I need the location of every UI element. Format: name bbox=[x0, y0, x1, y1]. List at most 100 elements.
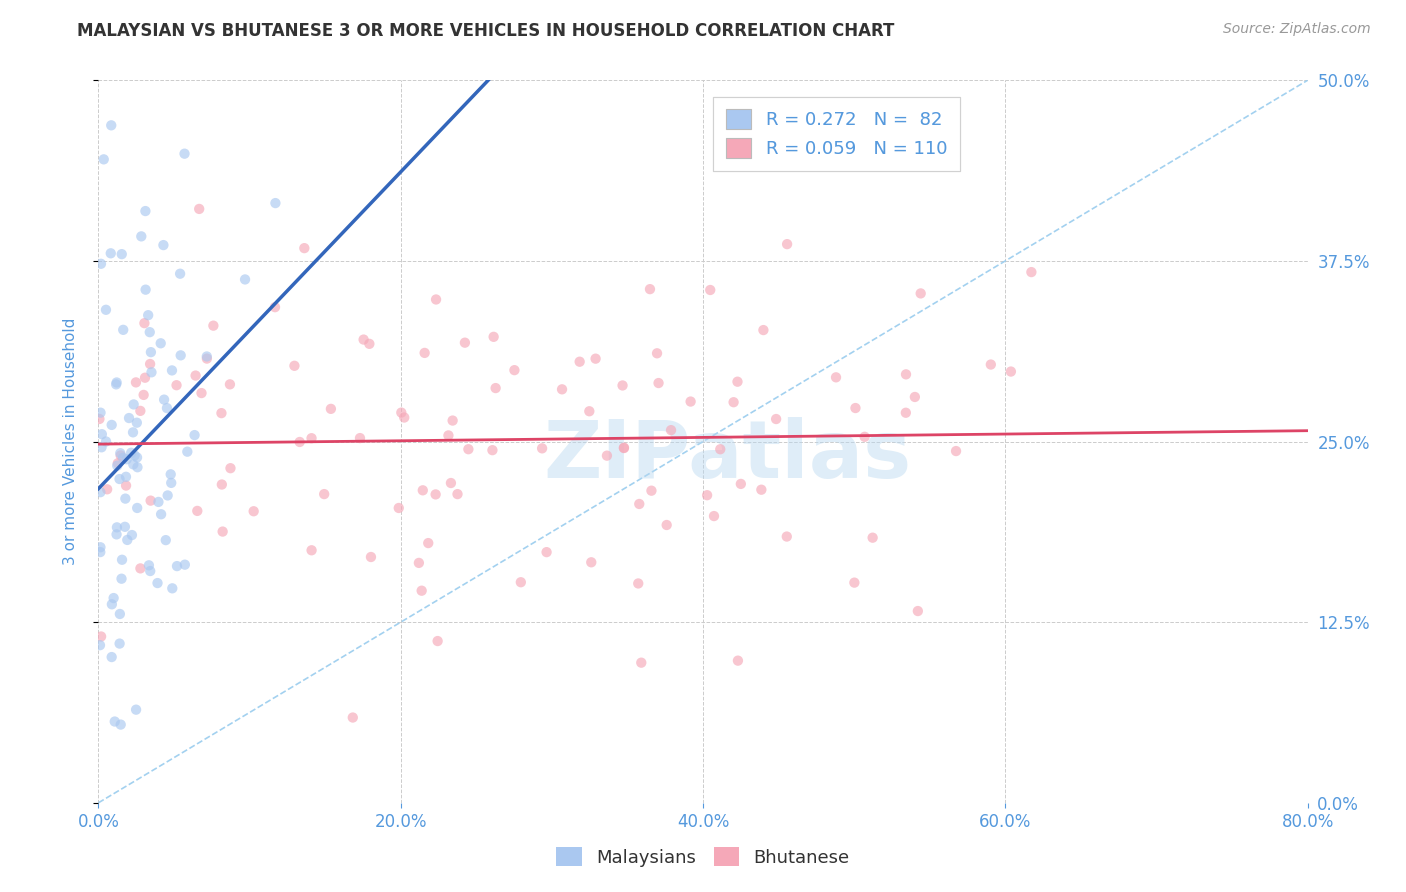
Point bbox=[709, 442, 731, 457]
Point bbox=[264, 196, 287, 211]
Point bbox=[578, 404, 600, 418]
Point bbox=[121, 528, 143, 542]
Point bbox=[89, 638, 111, 652]
Point bbox=[894, 368, 917, 382]
Point bbox=[844, 575, 866, 590]
Point bbox=[134, 316, 156, 330]
Point bbox=[612, 378, 634, 392]
Point bbox=[111, 450, 134, 465]
Point bbox=[105, 520, 128, 534]
Point bbox=[114, 491, 136, 506]
Point bbox=[723, 395, 745, 409]
Point bbox=[1000, 365, 1022, 379]
Point bbox=[169, 267, 191, 281]
Point bbox=[319, 401, 342, 416]
Point bbox=[122, 458, 145, 472]
Point bbox=[101, 597, 124, 611]
Point bbox=[118, 411, 141, 425]
Point bbox=[457, 442, 479, 457]
Point bbox=[136, 308, 159, 322]
Point bbox=[425, 487, 447, 501]
Point bbox=[389, 406, 412, 420]
Point bbox=[314, 487, 336, 501]
Point bbox=[776, 530, 799, 544]
Point bbox=[195, 350, 218, 364]
Point bbox=[94, 302, 117, 317]
Point bbox=[388, 500, 411, 515]
Point bbox=[139, 357, 162, 371]
Point bbox=[111, 247, 134, 261]
Legend: R = 0.272   N =  82, R = 0.059   N = 110: R = 0.272 N = 82, R = 0.059 N = 110 bbox=[713, 96, 960, 170]
Point bbox=[655, 518, 678, 533]
Point bbox=[89, 485, 111, 500]
Point bbox=[188, 202, 211, 216]
Point bbox=[120, 446, 142, 460]
Point bbox=[115, 452, 138, 467]
Point bbox=[264, 300, 287, 314]
Point bbox=[94, 434, 117, 449]
Point bbox=[186, 504, 208, 518]
Point bbox=[124, 448, 146, 462]
Point bbox=[115, 470, 138, 484]
Point bbox=[751, 483, 773, 497]
Point bbox=[176, 444, 198, 458]
Point bbox=[150, 508, 173, 522]
Point bbox=[105, 376, 128, 390]
Point bbox=[160, 363, 183, 377]
Point bbox=[441, 413, 464, 427]
Point bbox=[1021, 265, 1043, 279]
Point bbox=[288, 434, 311, 449]
Point bbox=[103, 591, 125, 605]
Point bbox=[129, 561, 152, 575]
Point bbox=[156, 401, 179, 415]
Point bbox=[173, 146, 195, 161]
Point bbox=[100, 246, 122, 260]
Point bbox=[752, 323, 775, 337]
Point bbox=[679, 394, 702, 409]
Point bbox=[162, 582, 184, 596]
Point bbox=[190, 386, 212, 401]
Point bbox=[110, 717, 132, 731]
Point bbox=[283, 359, 305, 373]
Point bbox=[394, 410, 416, 425]
Point bbox=[907, 604, 929, 618]
Point bbox=[703, 509, 725, 524]
Point bbox=[149, 336, 172, 351]
Point bbox=[202, 318, 225, 333]
Point bbox=[135, 283, 157, 297]
Point bbox=[112, 323, 135, 337]
Point bbox=[125, 703, 148, 717]
Point bbox=[90, 630, 112, 644]
Point bbox=[111, 553, 134, 567]
Point bbox=[105, 527, 128, 541]
Point bbox=[628, 497, 651, 511]
Point bbox=[89, 541, 111, 555]
Legend: Malaysians, Bhutanese: Malaysians, Bhutanese bbox=[548, 840, 858, 874]
Point bbox=[844, 401, 866, 415]
Point bbox=[155, 533, 177, 548]
Point bbox=[110, 449, 132, 463]
Point bbox=[727, 654, 749, 668]
Point bbox=[104, 714, 127, 729]
Point bbox=[173, 558, 195, 572]
Point bbox=[408, 556, 430, 570]
Point bbox=[139, 564, 162, 578]
Point bbox=[195, 351, 218, 366]
Point bbox=[100, 650, 122, 665]
Point bbox=[170, 348, 193, 362]
Point bbox=[153, 392, 176, 407]
Point bbox=[125, 450, 148, 465]
Point bbox=[485, 381, 508, 395]
Point bbox=[418, 536, 440, 550]
Text: Source: ZipAtlas.com: Source: ZipAtlas.com bbox=[1223, 22, 1371, 37]
Point bbox=[132, 388, 155, 402]
Point bbox=[233, 272, 256, 286]
Point bbox=[482, 330, 505, 344]
Point bbox=[219, 377, 242, 392]
Point bbox=[440, 476, 463, 491]
Point bbox=[536, 545, 558, 559]
Point bbox=[125, 376, 148, 390]
Point bbox=[90, 440, 112, 454]
Point bbox=[727, 375, 749, 389]
Point bbox=[129, 229, 152, 244]
